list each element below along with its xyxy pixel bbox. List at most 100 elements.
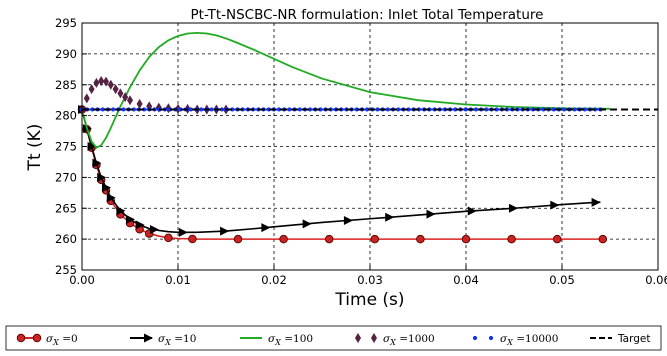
series-4-marker	[276, 107, 282, 112]
series-4-marker	[473, 107, 479, 112]
series-4-marker	[463, 107, 468, 112]
series-4-marker	[593, 107, 598, 112]
series-1-marker	[591, 197, 601, 207]
series-0-marker	[507, 234, 516, 244]
series-1-marker	[261, 223, 271, 233]
series-1-marker	[302, 219, 312, 229]
series-1-marker	[467, 206, 477, 216]
series-3-marker	[136, 98, 143, 109]
series-4-marker	[572, 107, 577, 112]
legend	[5, 325, 662, 351]
series-1-line	[81, 109, 601, 234]
legend-sigma-symbol: σ	[158, 333, 166, 345]
y-tick-label: 255	[55, 263, 77, 277]
chart-title: Pt-Tt-NSCBC-NR formulation: Inlet Total …	[191, 7, 544, 23]
series-4-marker	[121, 107, 126, 112]
series-4-marker	[131, 107, 136, 112]
series-4-marker	[551, 107, 556, 112]
series-0-marker	[188, 234, 197, 244]
legend-entry-0-swatch	[32, 333, 42, 343]
series-4-marker	[385, 107, 390, 112]
series-4-marker	[494, 107, 499, 112]
series-4-marker	[318, 107, 323, 112]
y-tick-label: 260	[55, 232, 77, 246]
series-1-marker	[178, 227, 188, 237]
legend-subscript: X	[164, 338, 171, 347]
legend-value: =10	[171, 333, 197, 345]
legend-subscript: X	[506, 338, 513, 347]
legend-subscript: X	[389, 338, 396, 347]
series-1-marker	[116, 206, 126, 216]
series-3-marker	[107, 79, 114, 90]
y-tick-label: 290	[55, 47, 77, 61]
x-tick-label: 0.03	[357, 273, 383, 287]
series-1-marker	[126, 214, 135, 224]
series-4-marker	[453, 107, 458, 112]
plot-area	[77, 31, 658, 244]
legend-entry-1-label: σX =10	[158, 333, 196, 347]
series-1-marker	[343, 215, 353, 225]
legend-entry-3-swatch	[371, 333, 377, 343]
series-4-marker	[504, 107, 510, 112]
legend-entry-4-swatch	[488, 335, 494, 341]
legend-subscript: X	[52, 338, 59, 347]
legend-value: =0	[59, 333, 78, 345]
series-0-marker	[324, 234, 334, 244]
series-4-marker	[188, 107, 193, 112]
series-0-marker	[552, 234, 562, 244]
series-4-marker	[111, 107, 116, 112]
legend-entry-2-label: σX =100	[268, 333, 313, 347]
series-4-marker	[396, 107, 401, 112]
series-4-marker	[142, 107, 147, 112]
series-4-marker	[100, 107, 105, 112]
x-tick-label: 0.00	[69, 273, 95, 287]
x-tick-label: 0.02	[261, 273, 287, 287]
series-0-marker	[461, 234, 471, 244]
series-4-marker	[484, 107, 489, 112]
series-1-marker	[426, 209, 436, 219]
y-tick-label: 295	[55, 16, 77, 30]
legend-entry-0-swatch	[16, 333, 26, 343]
y-tick-label: 285	[55, 78, 77, 92]
series-3-marker	[117, 88, 124, 99]
series-1-marker	[106, 193, 116, 203]
series-4-marker	[90, 107, 95, 112]
series-4-marker	[562, 107, 567, 112]
legend-entry-1-swatch	[144, 333, 153, 343]
series-4-marker	[230, 107, 235, 112]
x-tick-label: 0.06	[645, 273, 667, 287]
series-1-marker	[385, 212, 395, 222]
series-4-marker	[219, 107, 225, 112]
series-0-marker	[416, 234, 425, 244]
series-1-marker	[102, 183, 111, 193]
series-0-marker	[164, 233, 173, 243]
legend-entry-0-label: σX =0	[46, 333, 78, 347]
grid	[82, 23, 658, 270]
series-4-marker	[375, 107, 380, 112]
legend-entry-5-label: Target	[617, 333, 650, 345]
legend-sigma-symbol: σ	[268, 333, 276, 345]
series-4-marker	[297, 107, 302, 112]
series-2-line	[81, 31, 611, 149]
legend-entry-3-swatch	[355, 333, 361, 343]
legend-entry-4-swatch	[472, 335, 478, 341]
series-4-marker	[541, 107, 546, 112]
axis-ticks: 0.00 0.01 0.02 0.03 0.04 0.05 0.06 255 260 265 270…	[55, 16, 667, 287]
series-0-marker	[370, 234, 380, 244]
series-4-marker	[354, 107, 359, 112]
series-4-marker	[582, 107, 587, 112]
series-0-line	[81, 109, 601, 240]
x-tick-label: 0.05	[549, 273, 575, 287]
series-1-marker	[87, 142, 97, 151]
series-1-marker	[550, 200, 560, 210]
series-0-marker	[233, 234, 243, 244]
series-4-marker	[178, 107, 183, 112]
series-4-marker	[287, 107, 292, 112]
y-tick-label: 265	[55, 201, 77, 215]
series-3-marker	[93, 77, 100, 88]
legend-entry-3-label: σX =1000	[383, 333, 435, 347]
series-1-marker	[220, 226, 230, 236]
y-tick-label: 280	[55, 109, 77, 123]
series-1-marker	[509, 203, 519, 213]
